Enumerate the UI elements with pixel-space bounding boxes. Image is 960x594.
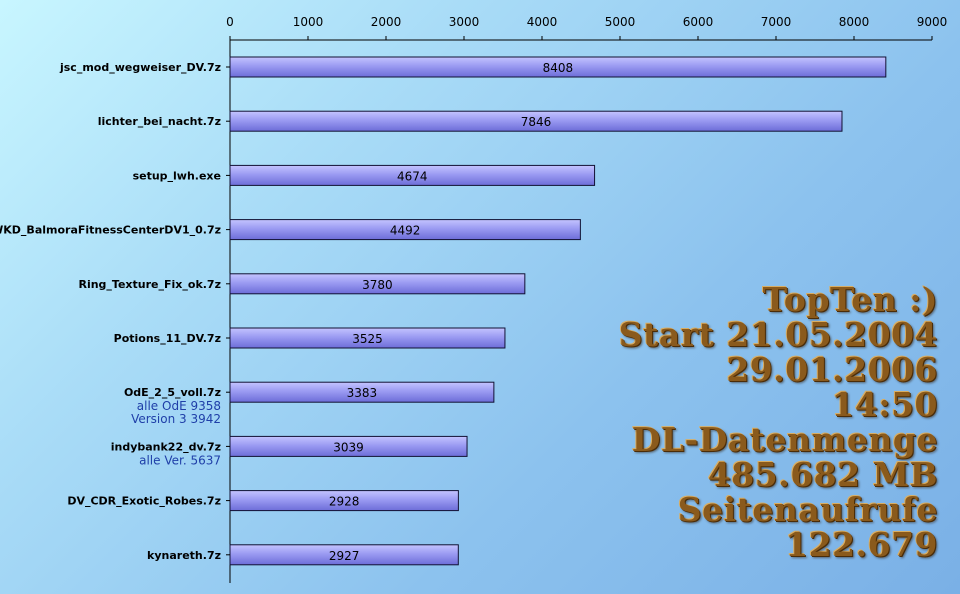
category-label: DV_CDR_Exotic_Robes.7z [67, 495, 221, 508]
bar-value-label: 3525 [352, 332, 383, 346]
category-label: WKD_BalmoraFitnessCenterDV1_0.7z [0, 224, 221, 237]
bar-value-label: 7846 [521, 115, 552, 129]
category-label: OdE_2_5_voll.7z [124, 386, 221, 399]
x-tick-label: 1000 [293, 15, 324, 29]
category-label: kynareth.7z [147, 549, 221, 562]
category-labels: jsc_mod_wegweiser_DV.7z lichter_bei_nacht… [0, 61, 230, 562]
bar-value-label: 4492 [390, 224, 421, 238]
category-label: Potions_11_DV.7z [114, 332, 221, 345]
x-tick-label: 9000 [917, 15, 948, 29]
x-tick-label: 2000 [371, 15, 402, 29]
stats-download-volume-value: 485.682 MB [707, 455, 938, 494]
stats-panel: TopTen :) Start 21.05.2004 29.01.2006 14… [608, 282, 938, 562]
category-label: jsc_mod_wegweiser_DV.7z [59, 61, 221, 74]
x-tick-label: 7000 [761, 15, 792, 29]
x-tick-label: 8000 [839, 15, 870, 29]
stats-start-date: Start 21.05.2004 [618, 315, 938, 354]
category-note: Version 3 3942 [131, 412, 221, 426]
stats-time: 14:50 [831, 385, 938, 424]
bar-value-label: 4674 [397, 169, 428, 183]
bars: 8408 7846 4674 4492 3780 3525 3383 3039 2928 2927 [229, 56, 887, 566]
bar-value-label: 3780 [362, 278, 393, 292]
stats-download-volume-label: DL-Datenmenge [631, 420, 938, 459]
category-note: alle OdE 9358 [137, 399, 221, 413]
category-label: lichter_bei_nacht.7z [98, 115, 221, 128]
x-tick-label: 5000 [605, 15, 636, 29]
x-tick-label: 4000 [527, 15, 558, 29]
bar-value-label: 2928 [329, 495, 360, 509]
stats-current-date: 29.01.2006 [726, 350, 938, 389]
x-tick-label: 3000 [449, 15, 480, 29]
x-tick-label: 0 [226, 15, 234, 29]
value-axis: 0 1000 2000 3000 4000 5000 6000 7000 8000 9000 [226, 15, 947, 583]
category-label: setup_lwh.exe [133, 169, 221, 182]
category-label: Ring_Texture_Fix_ok.7z [78, 278, 221, 291]
stats-page-views-label: Seitenaufrufe [677, 490, 938, 529]
category-note: alle Ver. 5637 [139, 453, 221, 467]
bar-value-label: 8408 [543, 61, 574, 75]
stats-title: TopTen :) [762, 280, 938, 319]
category-label: indybank22_dv.7z [111, 440, 221, 453]
bar-value-label: 2927 [329, 549, 360, 563]
bar-value-label: 3039 [333, 440, 364, 454]
bar-value-label: 3383 [347, 386, 378, 400]
stats-page-views-value: 122.679 [785, 525, 938, 564]
x-tick-label: 6000 [683, 15, 714, 29]
